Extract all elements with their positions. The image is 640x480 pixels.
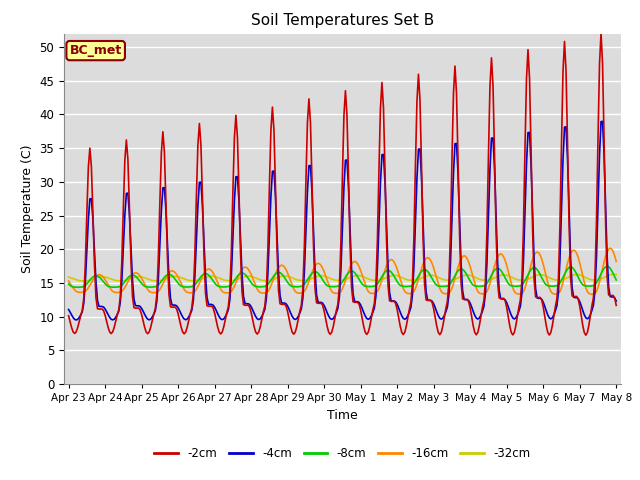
Title: Soil Temperatures Set B: Soil Temperatures Set B [251, 13, 434, 28]
Text: BC_met: BC_met [70, 44, 122, 57]
Legend: -2cm, -4cm, -8cm, -16cm, -32cm: -2cm, -4cm, -8cm, -16cm, -32cm [150, 443, 535, 465]
Y-axis label: Soil Temperature (C): Soil Temperature (C) [21, 144, 34, 273]
X-axis label: Time: Time [327, 408, 358, 421]
